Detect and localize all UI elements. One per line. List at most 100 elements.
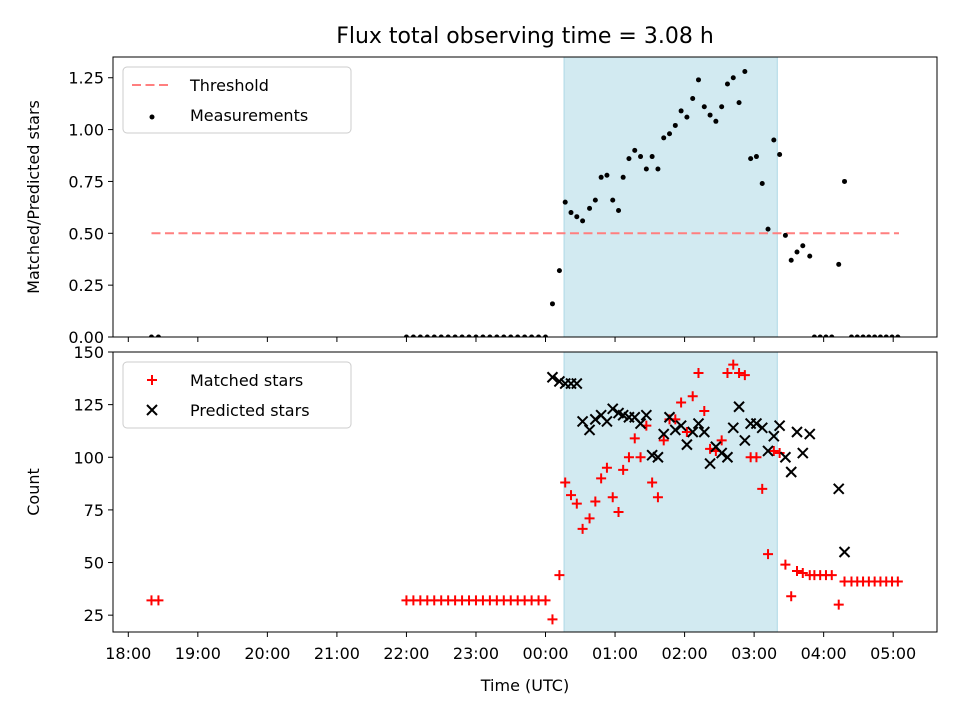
measurement-point <box>438 334 444 337</box>
measurement-point <box>807 253 813 259</box>
matched-star-point <box>153 595 164 606</box>
measurement-point <box>753 154 759 160</box>
matched-star-point <box>652 492 663 503</box>
x-tick-label: 04:00 <box>801 644 847 663</box>
matched-star-point <box>722 368 733 379</box>
measurement-point <box>889 334 895 337</box>
measurement-point <box>610 197 616 203</box>
predicted-star-point <box>663 411 676 423</box>
predicted-star-point <box>739 434 751 447</box>
predicted-star-point <box>589 413 602 426</box>
measurement-point <box>445 334 451 337</box>
predicted-star-point <box>773 419 786 432</box>
measurement-point <box>515 334 521 337</box>
matched-star-point <box>892 576 903 587</box>
measurement-point <box>765 226 771 232</box>
matched-star-point <box>699 405 710 416</box>
top-y-tick-label: 1.00 <box>68 121 104 140</box>
matched-star-point <box>584 513 595 524</box>
bottom-y-tick-label: 25 <box>84 606 104 625</box>
predicted-star-point <box>640 409 653 421</box>
measurement-point <box>494 334 500 337</box>
matched-star-point <box>647 477 658 488</box>
matched-star-point <box>792 565 803 576</box>
x-tick-label: 00:00 <box>522 644 568 663</box>
measurement-point <box>480 334 486 337</box>
measurement-point <box>736 100 742 106</box>
predicted-star-point <box>546 371 559 383</box>
measurement-point <box>638 154 644 160</box>
matched-star-point <box>676 397 687 408</box>
matched-star-point <box>607 492 618 503</box>
top-y-tick-label: 0.50 <box>68 224 104 243</box>
bottom-series-predicted-stars <box>546 371 851 558</box>
measurement-point <box>587 205 593 211</box>
legend-measurement-swatch <box>149 114 155 120</box>
predicted-star-point <box>756 422 768 434</box>
measurement-point <box>473 334 479 337</box>
measurement-point <box>872 334 878 337</box>
matched-star-point <box>554 570 565 581</box>
matched-star-point <box>734 368 745 379</box>
measurement-point <box>616 207 622 213</box>
measurement-point <box>580 218 586 224</box>
bottom-y-axis-label: Count <box>24 468 43 516</box>
bottom-y-tick-label: 50 <box>84 554 104 573</box>
measurement-point <box>431 334 437 337</box>
measurement-point <box>771 137 777 143</box>
measurement-point <box>719 104 725 110</box>
x-tick-label: 20:00 <box>244 644 290 663</box>
measurement-point <box>748 156 754 162</box>
x-tick-label: 19:00 <box>175 644 221 663</box>
measurement-point <box>568 210 574 216</box>
predicted-star-point <box>804 428 816 440</box>
bottom-legend: Matched stars Predicted stars <box>122 361 352 429</box>
top-observing-window <box>563 56 778 338</box>
measurement-point <box>817 334 823 337</box>
bottom-y-tick-label: 125 <box>73 396 104 415</box>
matched-star-point <box>751 452 762 463</box>
measurement-point <box>883 334 889 337</box>
measurement-point <box>848 334 854 337</box>
matched-star-point <box>780 559 791 570</box>
matched-star-point <box>629 433 640 444</box>
measurement-point <box>148 334 154 337</box>
measurement-point <box>895 334 901 337</box>
predicted-star-point <box>838 546 851 558</box>
bottom-y-tick-label: 150 <box>73 343 104 362</box>
bottom-plot-area <box>146 359 903 625</box>
measurement-point <box>487 334 493 337</box>
predicted-star-point <box>762 445 774 457</box>
matched-star-point <box>728 359 739 370</box>
measurement-point <box>724 81 730 87</box>
predicted-star-point <box>681 438 693 451</box>
matched-star-point <box>786 591 797 602</box>
bottom-legend-box <box>122 361 352 429</box>
matched-star-point <box>774 448 785 459</box>
matched-star-point <box>547 614 558 625</box>
measurement-point <box>800 243 806 249</box>
bottom-legend-label: Matched stars <box>190 371 303 390</box>
measurement-point <box>574 214 580 220</box>
measurement-point <box>549 301 555 307</box>
measurement-point <box>655 166 661 172</box>
top-axes-frame <box>112 56 938 338</box>
matched-star-point <box>635 452 646 463</box>
measurement-point <box>759 181 765 187</box>
predicted-star-point <box>601 415 613 428</box>
x-tick-label: 21:00 <box>314 644 360 663</box>
measurement-point <box>667 131 673 137</box>
predicted-star-point <box>669 424 682 436</box>
measurement-point <box>626 156 632 162</box>
measurement-point <box>661 135 667 141</box>
predicted-star-point <box>704 457 716 470</box>
measurement-point <box>836 261 842 267</box>
top-plot-area <box>148 69 901 337</box>
measurement-point <box>788 257 794 263</box>
x-tick-label: 03:00 <box>731 644 777 663</box>
x-axis-label: Time (UTC) <box>480 676 569 695</box>
x-tick-label: 23:00 <box>453 644 499 663</box>
bottom-legend-label: Predicted stars <box>190 401 310 420</box>
top-y-tick-label: 1.25 <box>68 69 104 88</box>
